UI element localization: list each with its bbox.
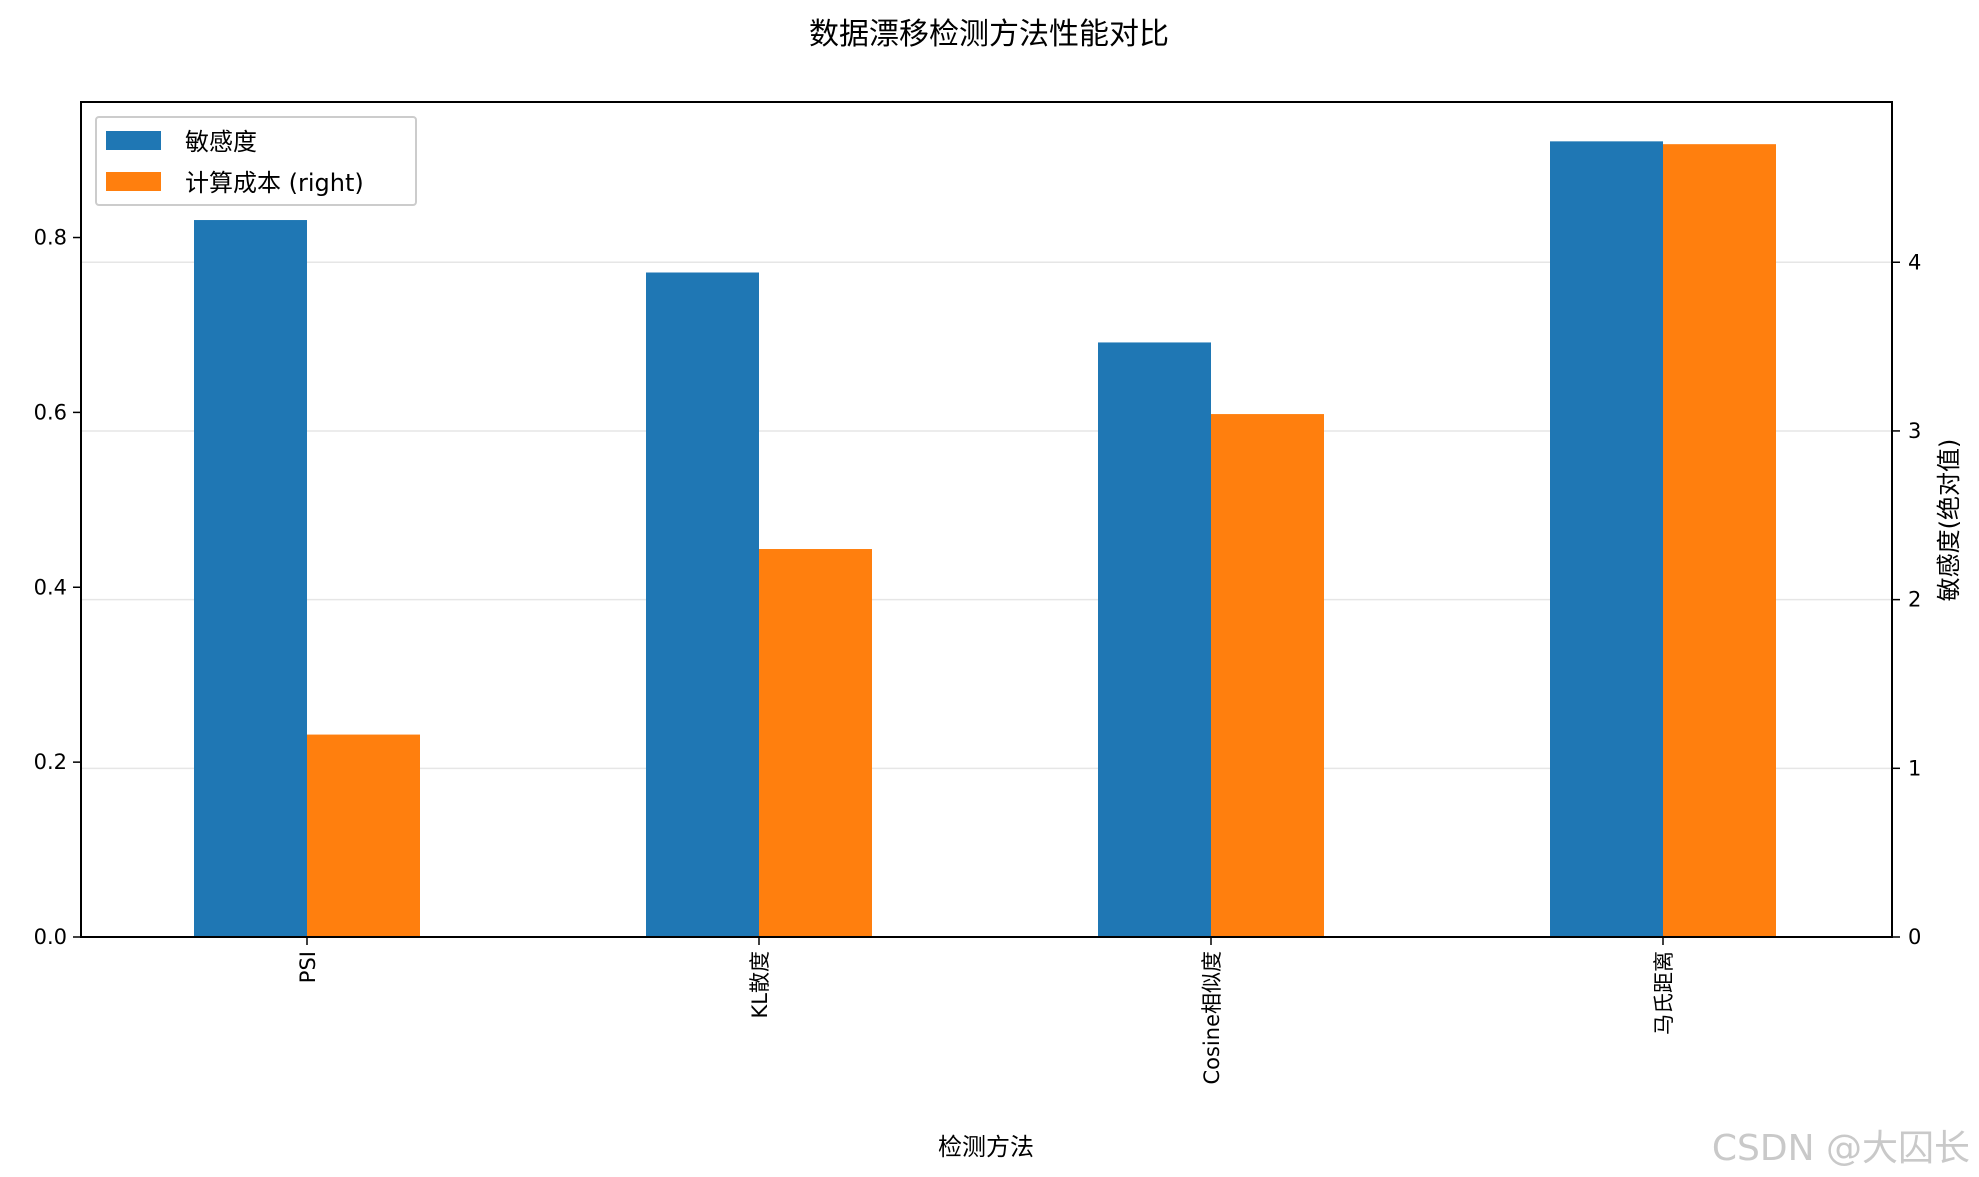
watermark-text: CSDN @大囚长 [1712,1128,1970,1169]
legend-swatch-compute-cost [106,172,161,191]
x-tick-label: KL散度 [748,951,772,1018]
bar-compute-cost-3 [1663,144,1776,937]
left-y-tick-label: 0.0 [34,925,67,949]
right-y-tick-label: 4 [1908,250,1921,274]
legend-swatch-sensitivity [106,131,161,150]
plot-frame [80,101,1893,938]
bar-compute-cost-1 [759,549,872,937]
bar-compute-cost-2 [1211,414,1324,938]
x-tick-label: 马氏距离 [1652,951,1676,1035]
chart-title: 数据漂移检测方法性能对比 [809,17,1169,52]
bar-sensitivity-3 [1550,141,1663,937]
left-y-tick-label: 0.8 [34,226,67,250]
right-y-tick-label: 3 [1908,419,1921,443]
legend-frame [95,116,417,206]
right-y-axis-label: 敏感度(绝对值) [1935,439,1963,602]
legend-label-compute-cost: 计算成本 (right) [185,169,364,197]
x-tick-label: PSI [296,951,320,983]
right-axis: 0 1 2 3 4 [1892,250,1921,949]
left-y-tick-label: 0.6 [34,400,67,424]
bar-sensitivity-2 [1098,342,1211,937]
bar-sensitivity-0 [194,220,307,938]
right-y-tick-label: 2 [1908,588,1921,612]
left-y-tick-label: 0.4 [34,575,67,599]
left-axis: 0.0 0.2 0.4 0.6 0.8 [34,226,81,949]
x-axis-label: 检测方法 [938,1133,1034,1161]
bars-group [194,141,1776,938]
left-y-tick-label: 0.2 [34,750,67,774]
bar-compute-cost-0 [307,734,420,937]
x-axis: PSI KL散度 Cosine相似度 马氏距离 [296,937,1676,1085]
right-y-tick-label: 0 [1908,925,1921,949]
bar-sensitivity-1 [646,272,759,937]
x-tick-label: Cosine相似度 [1200,951,1224,1085]
legend: 敏感度 计算成本 (right) [95,116,417,206]
legend-label-sensitivity: 敏感度 [185,128,257,156]
right-y-tick-label: 1 [1908,756,1921,780]
